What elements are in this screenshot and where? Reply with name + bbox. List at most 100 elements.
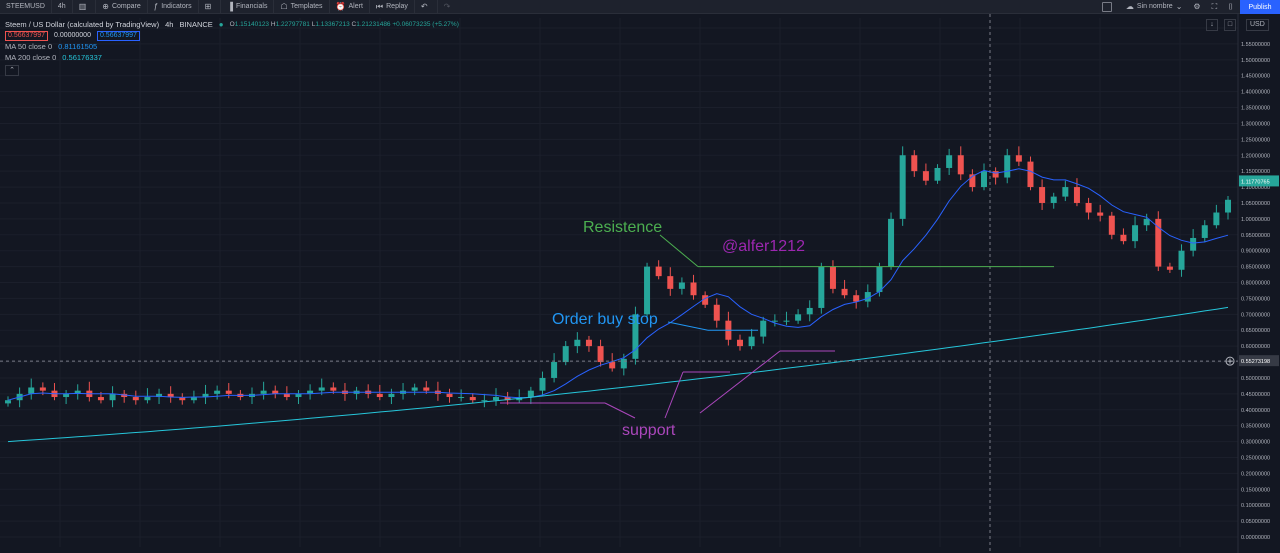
- candle-body: [609, 362, 616, 369]
- price-tick-label: 0.65000000: [1241, 328, 1270, 334]
- spread-value: 0.00000000: [53, 32, 91, 39]
- ma200-legend-row: MA 200 close 0 0.56176337: [5, 52, 459, 63]
- candle-body: [702, 295, 709, 305]
- top-toolbar: STEEMUSD 4h ▥ ⊕ Compare ƒ Indicators ⊞ ▐ Fi…: [0, 0, 1280, 14]
- candle-body: [97, 397, 104, 401]
- candle-body: [853, 295, 860, 302]
- sell-price-box[interactable]: 0.56637997: [5, 30, 48, 41]
- layout-checkbox[interactable]: [1101, 1, 1112, 12]
- candle-body: [132, 397, 139, 401]
- ma200-line: [7, 306, 1229, 443]
- templates-button[interactable]: ☖ Templates: [274, 0, 330, 13]
- candle-body: [806, 307, 813, 315]
- candle-body: [214, 390, 221, 394]
- crosshair-price-label: 0.55273198: [1241, 359, 1270, 365]
- price-tick-label: 1.35000000: [1241, 106, 1270, 112]
- collapse-legend-button[interactable]: ⌃: [5, 65, 19, 76]
- price-tick-label: 1.40000000: [1241, 90, 1270, 96]
- redo-icon: ↷: [443, 2, 451, 11]
- market-status-dot: ●: [218, 20, 224, 29]
- add-alert-icon[interactable]: [1225, 356, 1235, 366]
- price-tick-label: 0.80000000: [1241, 281, 1270, 287]
- candle-body: [888, 218, 895, 267]
- candle-body: [771, 320, 778, 322]
- ma200-value: 0.56176337: [62, 53, 102, 62]
- candle-body: [1190, 237, 1197, 251]
- price-tick-label: 0.70000000: [1241, 312, 1270, 318]
- candle-body: [574, 339, 581, 347]
- candle-body: [527, 390, 534, 398]
- symbol-search[interactable]: STEEMUSD: [0, 0, 52, 13]
- price-tick-label: 0.40000000: [1241, 408, 1270, 414]
- scale-controls: ↓ □: [1206, 19, 1236, 31]
- candle-body: [260, 390, 267, 394]
- financials-button[interactable]: ▐ Financials: [221, 0, 275, 13]
- candle-body: [295, 393, 302, 398]
- redo-button[interactable]: ↷: [438, 0, 460, 13]
- price-tick-label: 1.45000000: [1241, 74, 1270, 80]
- candle-body: [63, 393, 70, 398]
- signature-label: @alfer1212: [722, 238, 805, 255]
- candle-body: [899, 155, 906, 219]
- candle-body: [644, 266, 651, 315]
- fullscreen-icon: ⛶: [1211, 1, 1218, 11]
- candle-body: [318, 387, 325, 391]
- compare-button[interactable]: ⊕ Compare: [96, 0, 148, 13]
- symbol-title: Steem / US Dollar (calculated by Trading…: [5, 20, 160, 29]
- undo-button[interactable]: ↶: [415, 0, 438, 13]
- interval-selector[interactable]: 4h: [52, 0, 73, 13]
- snapshot-button[interactable]: ⌷: [1224, 0, 1240, 13]
- candle-body: [1073, 187, 1080, 203]
- candle-body: [1015, 155, 1022, 162]
- chevron-up-icon: ⌃: [9, 67, 15, 74]
- fullscreen-button[interactable]: ⛶: [1208, 0, 1225, 13]
- maximize-icon[interactable]: □: [1224, 19, 1236, 31]
- plus-circle-icon: ⊕: [102, 2, 109, 11]
- price-axis: [1238, 14, 1280, 553]
- settings-button[interactable]: ⚙: [1189, 0, 1207, 13]
- support-pointer: [699, 350, 781, 414]
- price-tick-label: 1.10000000: [1241, 185, 1270, 191]
- replay-icon: ⏮: [375, 1, 384, 11]
- candle-body: [376, 393, 383, 398]
- price-tick-label: 1.50000000: [1241, 58, 1270, 64]
- price-tick-label: 0.10000000: [1241, 503, 1270, 509]
- candle-body: [818, 266, 825, 308]
- candle-body: [876, 266, 883, 293]
- candle-body: [957, 155, 964, 175]
- camera-icon: ⌷: [1228, 1, 1233, 11]
- candle-body: [1050, 196, 1057, 203]
- chart-legend: Steem / US Dollar (calculated by Trading…: [5, 19, 459, 76]
- candle-body: [1004, 155, 1011, 178]
- candle-body: [330, 387, 337, 391]
- layout-menu[interactable]: ☁ Sin nombre ⌄: [1125, 2, 1183, 11]
- candle-body: [934, 167, 941, 181]
- price-tick-label: 1.20000000: [1241, 153, 1270, 159]
- alert-button[interactable]: ⏰ Alert: [330, 0, 370, 13]
- replay-button[interactable]: ⏮ Replay: [370, 0, 415, 13]
- candle-body: [1155, 218, 1162, 267]
- candle-body: [1143, 218, 1150, 226]
- candle-body: [156, 393, 163, 398]
- price-tick-label: 0.75000000: [1241, 296, 1270, 302]
- indicators-button[interactable]: ƒ Indicators: [148, 0, 199, 13]
- download-icon[interactable]: ↓: [1206, 19, 1218, 31]
- candle-body: [841, 288, 848, 296]
- candle-body: [585, 339, 592, 347]
- candle-body: [1097, 212, 1104, 216]
- currency-badge[interactable]: USD: [1246, 19, 1269, 31]
- publish-button[interactable]: Publish: [1240, 0, 1280, 14]
- grid-button[interactable]: ⊞: [199, 0, 222, 13]
- chart-type-button[interactable]: ▥: [73, 0, 97, 13]
- candle-body: [388, 393, 395, 398]
- price-tick-label: 0.35000000: [1241, 424, 1270, 430]
- ma50-value: 0.81161505: [58, 42, 98, 51]
- candle-body: [829, 266, 836, 289]
- candle-body: [922, 171, 929, 181]
- price-tick-label: 0.50000000: [1241, 376, 1270, 382]
- candle-body: [597, 346, 604, 363]
- price-tick-label: 1.00000000: [1241, 217, 1270, 223]
- price-tick-label: 1.30000000: [1241, 121, 1270, 127]
- buy-price-box[interactable]: 0.56637997: [96, 30, 140, 41]
